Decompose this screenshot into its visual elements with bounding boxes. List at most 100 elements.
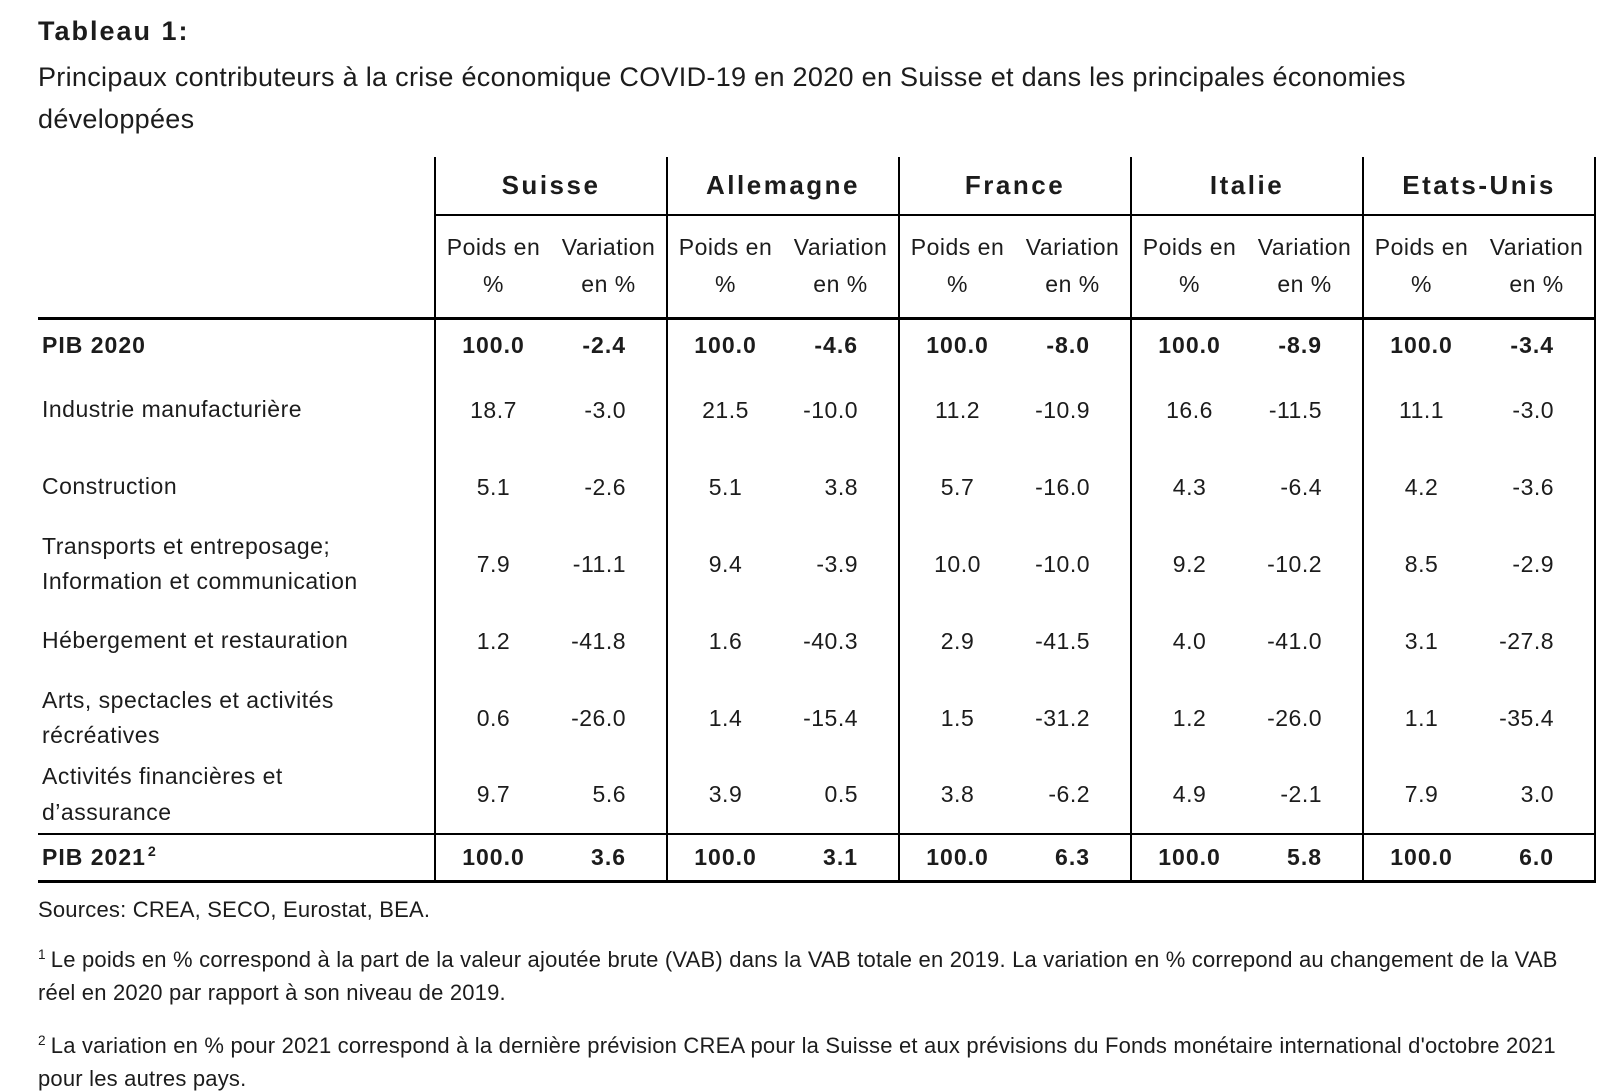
weight-value: 3.8 xyxy=(898,756,1016,834)
weight-column-header: Poids en % xyxy=(434,214,551,321)
weight-value: 1.2 xyxy=(1130,679,1248,757)
table-row: Construction 5.1 -2.6 5.1 3.8 5.7 -16.0 4.3 -6.4… xyxy=(38,448,1597,526)
weight-value: 0.6 xyxy=(434,679,551,757)
weight-value: 1.6 xyxy=(666,602,784,680)
country-header-2: France xyxy=(898,156,1132,216)
variation-value: -6.2 xyxy=(1048,781,1091,808)
weight-value: 4.9 xyxy=(1130,756,1248,834)
weight-value: 4.2 xyxy=(1362,448,1480,526)
variation-value: -3.6 xyxy=(1479,448,1597,526)
weight-value: 100.0 xyxy=(434,318,551,372)
weight-value: 21.5 xyxy=(666,371,784,449)
variation-column-header: Variation en % xyxy=(551,214,668,321)
variation-value: -15.4 xyxy=(803,704,859,731)
row-label: Hébergement et restauration xyxy=(42,627,349,654)
table-row: PIB 2021 2 100.0 3.6 100.0 3.1 100.0 6.3 100.0 5.… xyxy=(38,832,1597,884)
variation-value: -3.9 xyxy=(816,550,859,577)
variation-value: -16.0 xyxy=(1035,473,1091,500)
weight-value: 100.0 xyxy=(898,832,1016,884)
table-row: Transports et entreposage; Information e… xyxy=(38,525,1597,603)
variation-value: 3.0 xyxy=(1479,756,1597,834)
table-title: Principaux contributeurs à la crise écon… xyxy=(38,62,1406,134)
row-label: PIB 2020 xyxy=(42,332,146,359)
variation-value: 3.1 xyxy=(783,832,900,884)
variation-value: -3.4 xyxy=(1479,318,1597,372)
table-row: Activités financières et d’assurance 9.7 5… xyxy=(38,756,1597,834)
row-label: Activités financières et d’assurance xyxy=(42,763,283,825)
weight-value: 9.4 xyxy=(666,525,784,603)
weight-column-header: Poids en % xyxy=(1130,214,1248,321)
variation-value: -11.1 xyxy=(572,550,627,577)
variation-value: -10.0 xyxy=(1035,550,1091,577)
weight-value: 9.2 xyxy=(1130,525,1248,603)
table-body: PIB 2020 100.0 -2.4 100.0 -4.6 100.0 -8.0 100.0… xyxy=(38,318,1597,884)
corner-cell xyxy=(38,157,435,215)
weight-value: 1.1 xyxy=(1362,679,1480,757)
table-row: PIB 2020 100.0 -2.4 100.0 -4.6 100.0 -8.0 100.0… xyxy=(38,318,1597,372)
sources-line: Sources: CREA, SECO, Eurostat, BEA. xyxy=(38,897,431,923)
country-header-1: Allemagne xyxy=(666,156,900,216)
weight-value: 2.9 xyxy=(898,602,1016,680)
variation-value: -8.9 xyxy=(1278,332,1323,359)
weight-column-header: Poids en % xyxy=(666,214,784,321)
table-caption: Tableau 1: Principaux contributeurs à la… xyxy=(38,16,1600,141)
weight-column-header: Poids en % xyxy=(1362,214,1480,321)
weight-value: 100.0 xyxy=(1362,832,1480,884)
table-row: Industrie manufacturière 18.7 -3.0 21.5 -10.… xyxy=(38,371,1597,449)
weight-value: 1.4 xyxy=(666,679,784,757)
table-row: Arts, spectacles et activités récréative… xyxy=(38,679,1597,757)
row-label: Arts, spectacles et activités récréative… xyxy=(42,686,334,749)
weight-value: 1.5 xyxy=(898,679,1016,757)
weight-value: 5.7 xyxy=(898,448,1016,526)
weight-value: 100.0 xyxy=(434,832,551,884)
variation-value: 6.3 xyxy=(1015,832,1132,884)
weight-value: 11.1 xyxy=(1362,371,1480,449)
weight-value: 4.3 xyxy=(1130,448,1248,526)
footnote-1-marker: 1 xyxy=(38,946,46,962)
weight-value: 100.0 xyxy=(898,318,1016,372)
footnote-ref: 2 xyxy=(147,843,157,860)
corner-cell xyxy=(38,214,435,321)
variation-value: -41.8 xyxy=(571,627,627,654)
variation-value: -41.5 xyxy=(1035,627,1091,654)
variation-value: -2.6 xyxy=(584,473,627,500)
country-header-row: Suisse Allemagne France Italie Etats-Unis xyxy=(38,156,1597,216)
country-header-0: Suisse xyxy=(433,156,668,216)
footnote-2-marker: 2 xyxy=(38,1032,46,1048)
weight-value: 100.0 xyxy=(666,832,784,884)
row-label: Industrie manufacturière xyxy=(42,396,303,423)
variation-value: 5.6 xyxy=(592,781,627,808)
variation-value: -26.0 xyxy=(1267,704,1323,731)
table-header: Suisse Allemagne France Italie Etats-Unis Po… xyxy=(38,156,1597,321)
variation-value: 3.6 xyxy=(551,832,668,884)
variation-value: -41.0 xyxy=(1267,627,1323,654)
variation-value: -31.2 xyxy=(1035,704,1091,731)
weight-value: 9.7 xyxy=(434,756,551,834)
variation-value: -10.0 xyxy=(803,396,859,423)
variation-value: 5.8 xyxy=(1247,832,1364,884)
variation-column-header: Variation en % xyxy=(1015,214,1132,321)
table-row: Hébergement et restauration 1.2 -41.8 1.6 -4… xyxy=(38,602,1597,680)
weight-value: 100.0 xyxy=(666,318,784,372)
variation-column-header: Variation en % xyxy=(783,214,900,321)
weight-value: 8.5 xyxy=(1362,525,1480,603)
variation-value: 0.5 xyxy=(824,781,859,808)
weight-value: 100.0 xyxy=(1130,832,1248,884)
weight-value: 4.0 xyxy=(1130,602,1248,680)
weight-value: 100.0 xyxy=(1130,318,1248,372)
variation-value: -35.4 xyxy=(1479,679,1597,757)
variation-value: 3.8 xyxy=(824,473,859,500)
variation-value: -6.4 xyxy=(1280,473,1323,500)
row-label: Construction xyxy=(42,473,178,500)
subheader-row: Poids en % Variation en % Poids en % Variat… xyxy=(38,214,1597,321)
variation-column-header: Variation en % xyxy=(1247,214,1364,321)
variation-value: -3.0 xyxy=(584,396,627,423)
weight-value: 16.6 xyxy=(1130,371,1248,449)
weight-value: 18.7 xyxy=(434,371,551,449)
weight-value: 5.1 xyxy=(434,448,551,526)
footnote-1: 1 Le poids en % correspond à la part de l… xyxy=(38,943,1563,1009)
variation-value: -8.0 xyxy=(1046,332,1091,359)
variation-value: -4.6 xyxy=(814,332,859,359)
country-header-3: Italie xyxy=(1130,156,1364,216)
